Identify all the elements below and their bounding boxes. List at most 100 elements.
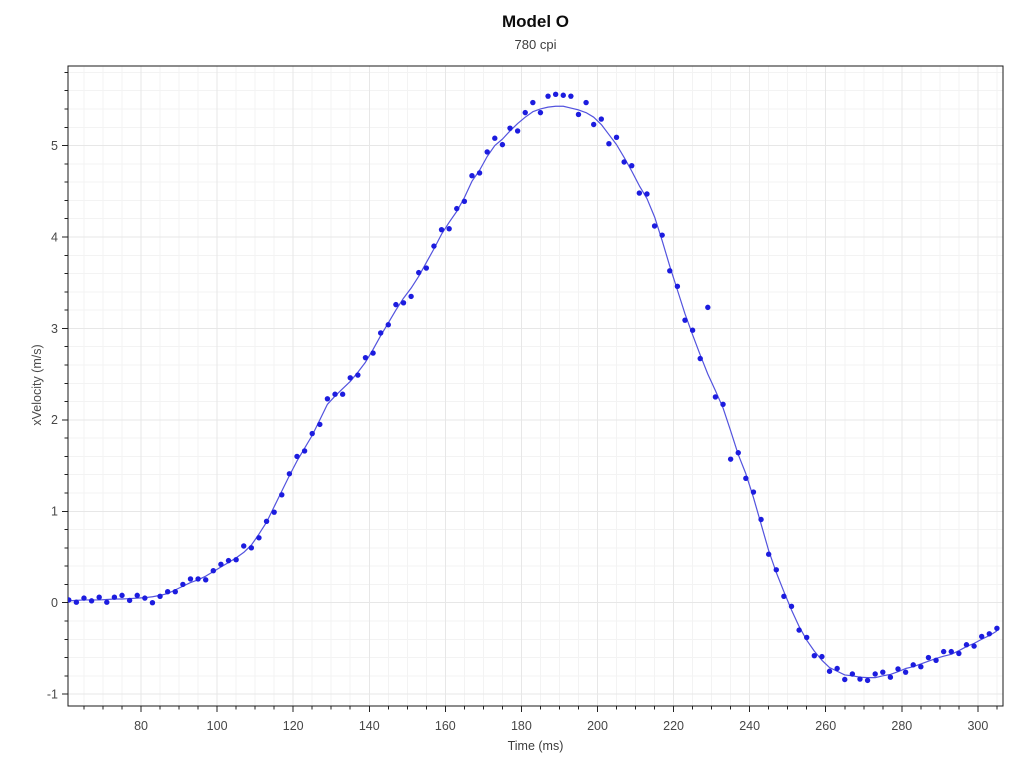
data-point [667, 268, 673, 274]
data-point [180, 581, 186, 588]
data-point [689, 327, 696, 333]
data-point [705, 304, 711, 311]
data-point [218, 561, 224, 567]
data-point [522, 109, 528, 116]
data-point [727, 456, 734, 462]
data-point [530, 99, 536, 106]
data-point [423, 265, 430, 271]
data-point [910, 662, 916, 668]
data-point [613, 134, 620, 141]
svg-text:0: 0 [51, 596, 58, 610]
data-point [674, 283, 681, 290]
data-point [788, 603, 795, 610]
data-point [583, 99, 589, 106]
data-point [469, 173, 475, 179]
svg-text:1: 1 [51, 505, 58, 519]
data-point [773, 567, 779, 573]
data-point [948, 648, 954, 655]
data-point [499, 141, 506, 148]
data-point [804, 634, 810, 641]
data-point [819, 653, 825, 660]
data-point [849, 671, 856, 677]
data-point [560, 92, 566, 98]
data-point [446, 226, 452, 232]
data-point [476, 170, 483, 176]
data-point [454, 205, 460, 212]
data-point [271, 509, 277, 515]
data-point [720, 401, 726, 407]
data-point [119, 592, 125, 599]
data-point [826, 668, 833, 674]
data-point [142, 595, 148, 601]
data-point [765, 551, 772, 557]
data-point [514, 128, 521, 134]
data-point [88, 598, 95, 604]
data-point [73, 599, 80, 605]
data-point [96, 594, 102, 600]
data-point [225, 557, 232, 564]
data-point [248, 545, 255, 551]
data-point [712, 394, 719, 400]
data-point [355, 372, 361, 378]
data-point [263, 518, 270, 525]
data-point [552, 91, 559, 98]
data-point [963, 642, 970, 648]
data-point [682, 317, 688, 323]
scatter-points [68, 91, 1000, 684]
grid-minor [68, 66, 1003, 706]
data-point [606, 141, 612, 147]
data-point [545, 93, 551, 99]
svg-text:220: 220 [663, 719, 684, 733]
data-point [233, 557, 239, 563]
data-point [621, 159, 627, 165]
data-point [811, 653, 818, 659]
data-point [241, 543, 247, 549]
data-point [781, 593, 787, 599]
svg-text:100: 100 [207, 719, 228, 733]
data-point [834, 665, 840, 672]
data-point [339, 391, 346, 397]
data-point [431, 243, 437, 249]
x-axis-label: Time (ms) [507, 739, 564, 753]
data-point [598, 116, 605, 122]
data-point [461, 198, 468, 205]
data-point [986, 631, 993, 637]
data-point [400, 300, 407, 306]
svg-text:4: 4 [51, 230, 58, 244]
data-point [796, 627, 802, 633]
data-point [309, 430, 315, 437]
data-point [256, 535, 262, 541]
svg-text:120: 120 [283, 719, 304, 733]
svg-text:5: 5 [51, 139, 58, 153]
data-point [347, 375, 353, 381]
svg-text:80: 80 [134, 719, 148, 733]
data-point [104, 599, 110, 605]
data-point [203, 577, 209, 583]
data-point [880, 669, 886, 675]
data-point [933, 657, 939, 663]
data-point [644, 191, 650, 197]
data-point [568, 93, 574, 99]
data-point [842, 676, 848, 683]
data-point [857, 676, 863, 682]
data-point [940, 648, 947, 655]
data-point [210, 567, 217, 574]
data-point [591, 121, 597, 128]
data-point [507, 125, 513, 131]
data-point [370, 350, 376, 356]
axis-ticks [62, 71, 998, 712]
data-point [126, 597, 133, 604]
svg-text:2: 2 [51, 413, 58, 427]
svg-text:280: 280 [891, 719, 912, 733]
data-point [172, 589, 178, 595]
data-point [81, 595, 87, 601]
data-point [149, 599, 156, 606]
data-point [697, 355, 703, 362]
data-point [385, 322, 391, 328]
chart-subtitle: 780 cpi [514, 37, 557, 52]
svg-text:-1: -1 [47, 687, 58, 701]
y-axis-label: xVelocity (m/s) [30, 344, 44, 426]
svg-text:140: 140 [359, 719, 380, 733]
